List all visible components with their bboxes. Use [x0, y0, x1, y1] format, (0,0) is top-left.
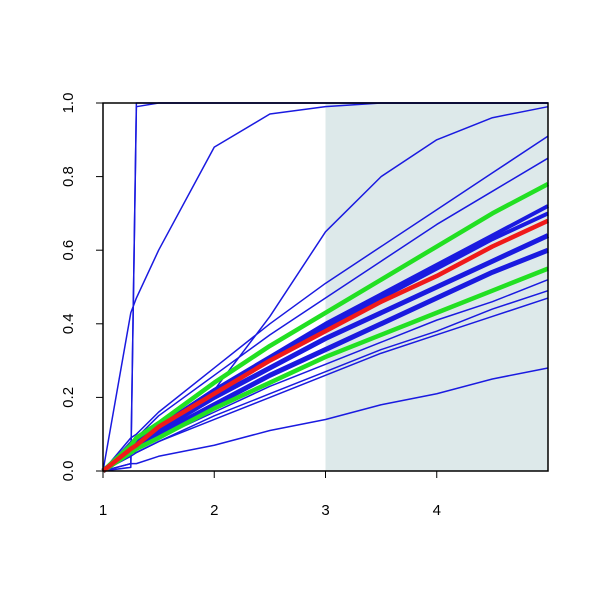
x-tick-label: 1: [99, 502, 107, 519]
y-tick-label: 0.6: [60, 240, 77, 261]
plot-area: [101, 102, 550, 473]
x-tick-label: 3: [321, 502, 329, 519]
x-tick-label: 2: [210, 502, 218, 519]
y-tick-label: 0.8: [60, 166, 77, 187]
y-tick-label: 0.4: [60, 313, 77, 334]
y-tick-label: 1.0: [60, 93, 77, 114]
series-line: [102, 297, 549, 472]
y-tick-label: 0.2: [60, 387, 77, 408]
x-tick-label: 4: [433, 502, 441, 519]
y-tick-label: 0.0: [60, 461, 77, 482]
series-line: [102, 135, 549, 472]
series-line: [101, 218, 549, 473]
series-line: [101, 266, 549, 473]
series-line: [101, 181, 550, 473]
series-line: [102, 367, 549, 472]
